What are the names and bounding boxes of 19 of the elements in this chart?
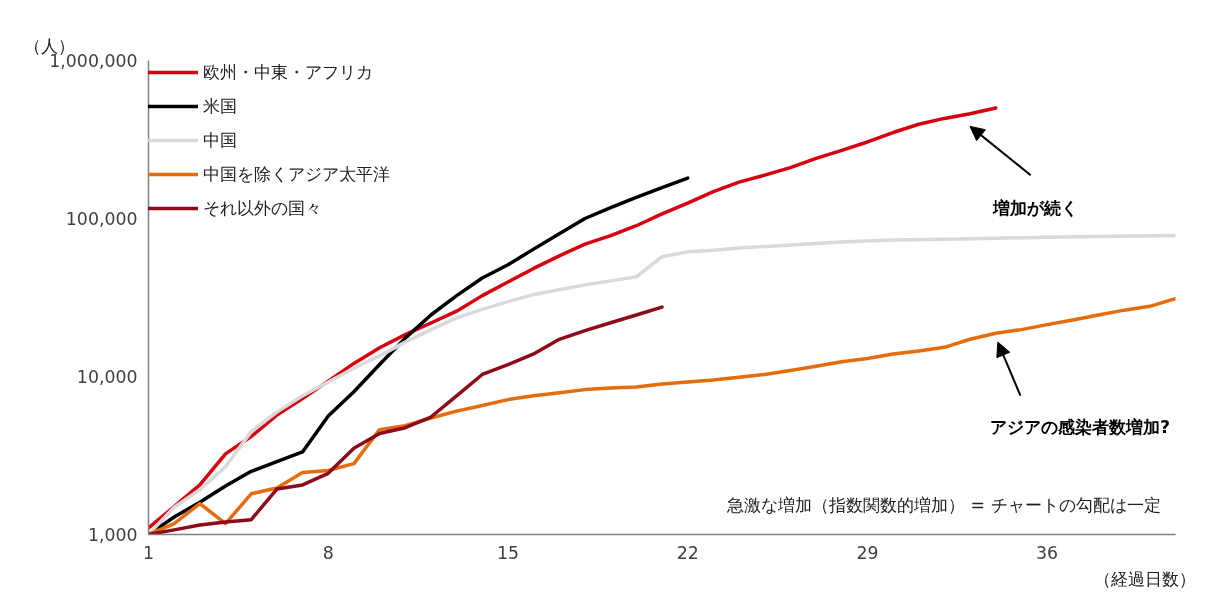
legend-label: 中国を除くアジア太平洋 (203, 163, 390, 186)
x-axis-title: （経過日数） (1093, 568, 1196, 589)
annotation: 急激な増加（指数関数的増加） = チャートの勾配は一定 (725, 494, 1161, 515)
y-tick-label: 1,000 (87, 525, 138, 545)
legend-label: 中国 (203, 129, 237, 152)
x-tick-label: 8 (322, 542, 334, 563)
x-tick-label: 29 (856, 542, 879, 563)
legend-label: 米国 (203, 95, 237, 118)
x-tick-label: 36 (1036, 542, 1059, 563)
x-tick-label: 15 (496, 542, 519, 563)
x-tick-label: 22 (676, 542, 699, 563)
legend-label: それ以外の国々 (203, 197, 322, 220)
x-tick-label: 1 (142, 542, 155, 563)
annotation: アジアの感染者数増加? (989, 416, 1171, 437)
legend-label: 欧州・中東・アフリカ (203, 61, 373, 84)
y-tick-label: 100,000 (65, 209, 138, 229)
y-tick-label: 10,000 (76, 367, 138, 387)
annotation: 増加が続く (992, 197, 1079, 218)
line-series (148, 305, 664, 535)
